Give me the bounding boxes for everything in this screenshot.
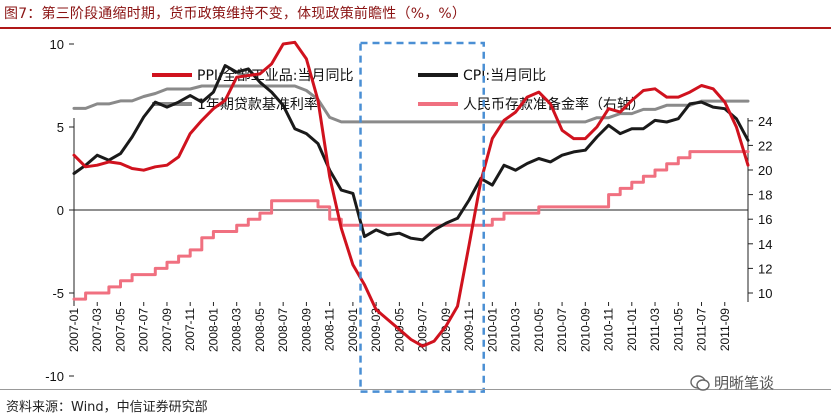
- x-tick-label: 2007-05: [113, 308, 127, 352]
- x-tick-label: 2010-01: [485, 308, 499, 352]
- title-divider: [0, 27, 831, 29]
- x-tick-label: 2011-03: [648, 308, 662, 351]
- left-tick-label: 10: [50, 37, 64, 52]
- x-tick-label: 2007-09: [160, 308, 174, 352]
- source-note: 资料来源：Wind，中信证券研究部: [6, 400, 208, 415]
- x-tick-label: 2009-07: [416, 308, 430, 352]
- right-tick-label: 16: [758, 212, 772, 227]
- x-tick-label: 2008-11: [323, 308, 337, 351]
- left-tick-label: -10: [45, 369, 64, 384]
- left-tick-label: 0: [57, 203, 64, 218]
- right-tick-label: 10: [758, 286, 772, 301]
- wechat-icon: [690, 374, 710, 391]
- x-tick-label: 2010-05: [532, 308, 546, 352]
- chart-title: 图7：第三阶段通缩时期，货币政策维持不变，体现政策前瞻性（%，%）: [4, 6, 467, 22]
- right-tick-label: 14: [758, 237, 772, 252]
- x-tick-label: 2011-07: [695, 308, 709, 351]
- left-tick-label: -5: [52, 286, 64, 301]
- x-tick-label: 2010-09: [578, 308, 592, 352]
- x-tick-label: 2010-07: [555, 308, 569, 352]
- x-tick-label: 2008-07: [276, 308, 290, 352]
- x-tick-label: 2009-11: [462, 308, 476, 351]
- series-line: [72, 84, 750, 124]
- series-lines: [72, 40, 750, 348]
- x-tick-label: 2008-09: [299, 308, 313, 352]
- x-tick-label: 2008-01: [206, 308, 220, 352]
- x-tick-label: 2011-01: [625, 308, 639, 351]
- x-tick-label: 2008-03: [230, 308, 244, 352]
- x-tick-label: 2010-11: [602, 308, 616, 351]
- series-line: [72, 150, 750, 301]
- x-tick-label: 2007-07: [137, 308, 151, 352]
- watermark-text: 明晰笔谈: [714, 374, 775, 392]
- series-line: [72, 40, 750, 348]
- legend-label: 1年期贷款基准利率: [197, 96, 318, 113]
- dashed-highlight-rect: [359, 41, 485, 393]
- x-tick-label: 2011-05: [671, 308, 685, 351]
- right-tick-label: 12: [758, 261, 772, 276]
- right-tick-label: 20: [758, 163, 772, 178]
- x-tick-label: 2007-03: [90, 308, 104, 352]
- legend-label: CPI:当月同比: [463, 68, 546, 84]
- footer-divider: [0, 389, 831, 390]
- x-tick-label: 2009-09: [439, 308, 453, 352]
- x-tick-label: 2010-03: [509, 308, 523, 352]
- x-tick-label: 2009-01: [346, 308, 360, 352]
- right-tick-label: 18: [758, 188, 772, 203]
- right-tick-label: 22: [758, 138, 772, 153]
- watermark: 明晰笔谈: [690, 372, 774, 393]
- x-tick-label: 2011-09: [718, 308, 732, 351]
- left-tick-label: 5: [57, 120, 64, 135]
- series-line: [72, 64, 750, 242]
- right-tick-label: 24: [758, 114, 772, 129]
- x-tick-label: 2007-01: [67, 308, 81, 352]
- x-tick-label: 2008-05: [253, 308, 267, 352]
- x-tick-label: 2009-03: [369, 308, 383, 352]
- legend-label: 人民币存款准备金率（右轴）: [463, 96, 645, 113]
- x-tick-label: 2007-11: [183, 308, 197, 351]
- axes: 10 5 0 -5 -10 24 22 20 18 16 14 12 10 2007-01 2007-03 2…: [45, 37, 772, 384]
- highlight-box: [359, 41, 485, 393]
